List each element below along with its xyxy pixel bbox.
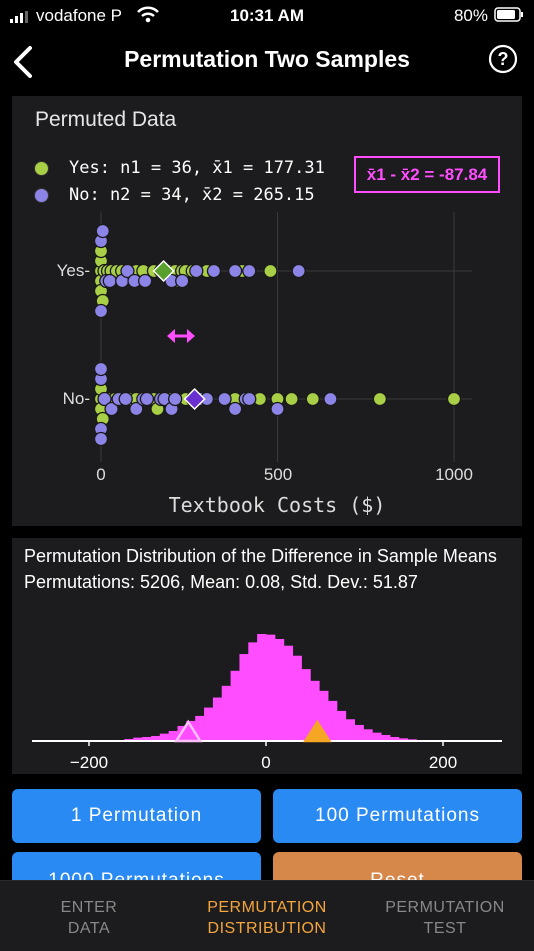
histogram-bar bbox=[160, 734, 169, 741]
histogram-bar bbox=[239, 654, 248, 741]
tab-permutation-test-line1: PERMUTATION bbox=[365, 897, 525, 918]
legend-yes: Yes: n1 = 36, x̄1 = 177.31 bbox=[34, 158, 325, 178]
x-tick-500: 500 bbox=[264, 465, 292, 484]
one-permutation-label: 1 Permutation bbox=[71, 805, 202, 827]
histogram-bar bbox=[248, 642, 257, 741]
data-point-no bbox=[169, 393, 182, 406]
data-point-no bbox=[324, 393, 337, 406]
legend-yes-label: Yes: n1 = 36, x̄1 = 177.31 bbox=[69, 158, 325, 178]
tab-enter-data[interactable]: ENTER DATA bbox=[9, 897, 169, 939]
y-label-no: No- bbox=[63, 389, 90, 408]
x-tick-1000: 1000 bbox=[435, 465, 473, 484]
permuted-data-panel: Permuted Data Yes: n1 = 36, x̄1 = 177.31… bbox=[12, 96, 522, 526]
mean-marker-no bbox=[185, 389, 205, 409]
data-point-no bbox=[119, 393, 132, 406]
data-point-no bbox=[285, 393, 298, 406]
distribution-heading: Permutation Distribution of the Differen… bbox=[24, 546, 522, 567]
hundred-permutations-button[interactable]: 100 Permutations bbox=[273, 789, 522, 843]
tab-permutation-distribution-line1: PERMUTATION bbox=[187, 897, 347, 918]
tab-permutation-test[interactable]: PERMUTATION TEST bbox=[365, 897, 525, 939]
histogram-bar bbox=[266, 635, 275, 741]
data-point-yes bbox=[103, 275, 116, 288]
histogram-bar bbox=[337, 711, 346, 741]
status-bar: vodafone P 10:31 AM 80% bbox=[0, 0, 534, 32]
data-point-no bbox=[95, 433, 108, 446]
mean-difference-box: x̄1 - x̄2 = -87.84 bbox=[354, 156, 500, 193]
tab-permutation-distribution[interactable]: PERMUTATION DISTRIBUTION bbox=[187, 897, 347, 939]
panel-title: Permuted Data bbox=[35, 108, 176, 132]
x-tick-0: 0 bbox=[96, 465, 105, 484]
data-point-no bbox=[218, 393, 231, 406]
hundred-permutations-label: 100 Permutations bbox=[315, 805, 480, 827]
histogram-bar bbox=[328, 701, 337, 741]
navigation-bar: Permutation Two Samples ? bbox=[0, 38, 534, 86]
histogram-bar bbox=[257, 634, 266, 741]
data-point-no bbox=[95, 363, 108, 376]
tab-permutation-test-line2: TEST bbox=[365, 918, 525, 939]
data-point-no bbox=[373, 393, 386, 406]
histogram-bar bbox=[346, 719, 355, 741]
histogram-x-tick: 200 bbox=[429, 753, 457, 772]
swap-arrow-icon bbox=[167, 329, 195, 343]
tab-enter-data-line1: ENTER bbox=[9, 897, 169, 918]
data-point-no bbox=[306, 393, 319, 406]
histogram-bar bbox=[363, 729, 372, 741]
histogram-bar bbox=[231, 671, 240, 741]
histogram-x-tick: 0 bbox=[261, 753, 270, 772]
data-point-yes bbox=[190, 265, 203, 278]
data-point-yes bbox=[95, 305, 108, 318]
data-point-no bbox=[229, 403, 242, 416]
y-label-yes: Yes- bbox=[57, 261, 90, 280]
distribution-stats: Permutations: 5206, Mean: 0.08, Std. Dev… bbox=[24, 572, 522, 593]
mean-difference-label: x̄1 - x̄2 = -87.84 bbox=[367, 165, 488, 185]
tab-enter-data-line2: DATA bbox=[9, 918, 169, 939]
histogram-bar bbox=[213, 698, 222, 741]
battery-percent: 80% bbox=[454, 6, 488, 26]
data-point-no bbox=[140, 393, 153, 406]
histogram-bar bbox=[275, 639, 284, 741]
data-point-yes bbox=[264, 265, 277, 278]
tab-permutation-distribution-line2: DISTRIBUTION bbox=[187, 918, 347, 939]
histogram-bar bbox=[301, 669, 310, 741]
one-permutation-button[interactable]: 1 Permutation bbox=[12, 789, 261, 843]
data-point-yes bbox=[96, 225, 109, 238]
histogram-bar bbox=[204, 708, 213, 741]
page-title: Permutation Two Samples bbox=[0, 46, 534, 73]
histogram-bar bbox=[284, 646, 293, 741]
histogram-bar bbox=[355, 725, 364, 741]
tab-bar: ENTER DATA PERMUTATION DISTRIBUTION PERM… bbox=[0, 880, 534, 951]
dot-plot: Yes- No- 0 500 1000 Textbook Costs ($) bbox=[12, 200, 522, 526]
data-point-no bbox=[448, 393, 461, 406]
histogram-bar bbox=[372, 733, 381, 741]
data-point-yes bbox=[176, 275, 189, 288]
battery-icon bbox=[494, 7, 524, 23]
data-point-yes bbox=[139, 275, 152, 288]
data-point-yes bbox=[243, 265, 256, 278]
data-point-yes bbox=[229, 265, 242, 278]
permutation-distribution-panel: Permutation Distribution of the Differen… bbox=[12, 538, 522, 774]
histogram-x-tick: −200 bbox=[70, 753, 108, 772]
help-icon[interactable]: ? bbox=[488, 44, 518, 74]
permutation-histogram: −200 0 200 bbox=[12, 608, 522, 774]
svg-text:?: ? bbox=[498, 49, 509, 69]
x-axis-label: Textbook Costs ($) bbox=[169, 493, 386, 517]
data-point-no bbox=[243, 393, 256, 406]
data-point-yes bbox=[207, 265, 220, 278]
histogram-bar bbox=[222, 686, 231, 741]
data-point-yes bbox=[292, 265, 305, 278]
yes-dot-icon bbox=[34, 161, 49, 176]
histogram-bar bbox=[293, 656, 302, 741]
data-point-no bbox=[271, 403, 284, 416]
